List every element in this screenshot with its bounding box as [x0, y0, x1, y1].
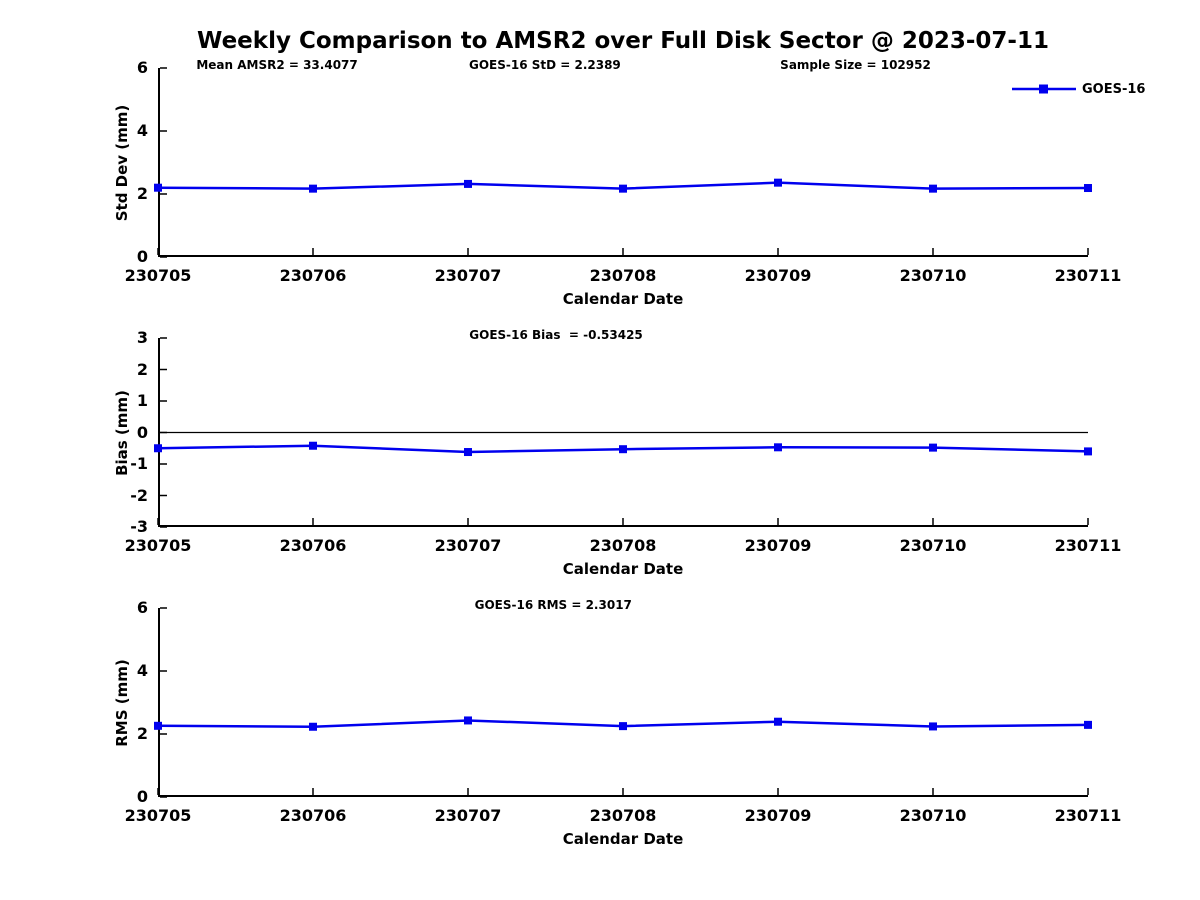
- data-point-marker: [464, 448, 472, 457]
- rms-y-tick-labels: 0 2 4 6: [98, 598, 148, 806]
- y-tick-label: 0: [136, 422, 148, 442]
- y-tick-label: 1: [136, 391, 148, 410]
- y-tick-label: 6: [136, 598, 148, 617]
- data-point-marker: [774, 443, 782, 452]
- x-tick-label: 230706: [279, 536, 347, 555]
- x-tick-label: 230710: [899, 536, 967, 555]
- annotation-goes16-bias: GOES-16 Bias = -0.53425: [469, 328, 643, 342]
- data-point-marker: [774, 178, 782, 187]
- data-point-marker: [154, 444, 162, 453]
- rms-x-axis-label: Calendar Date: [562, 830, 684, 848]
- std-dev-y-tick-labels: 0 2 4 6: [98, 58, 148, 266]
- x-tick-label: 230707: [434, 266, 502, 285]
- data-point-marker: [1084, 184, 1092, 193]
- data-point-marker: [619, 722, 627, 731]
- data-point-marker: [619, 445, 627, 454]
- figure-title: Weekly Comparison to AMSR2 over Full Dis…: [197, 28, 1049, 54]
- data-point-marker: [619, 184, 627, 193]
- x-tick-label: 230709: [744, 806, 812, 825]
- subplot-bias: Bias (mm) 3 2 1 0 -1 -2 -3 230705 230706 230707 2…: [113, 328, 1121, 578]
- y-tick-label: 6: [136, 58, 148, 77]
- bias-y-tick-labels: 3 2 1 0 -1 -2 -3: [98, 328, 148, 536]
- legend-line-marker-icon: [1012, 84, 1076, 94]
- legend: GOES-16: [1012, 80, 1145, 98]
- y-tick-label: 0: [136, 247, 148, 266]
- x-tick-label: 230706: [279, 266, 347, 285]
- bias-x-tick-labels: 230705 230706 230707 230708 230709 230710 2307…: [125, 536, 1122, 556]
- data-point-marker: [309, 441, 317, 450]
- data-point-marker: [774, 717, 782, 726]
- y-tick-label: 0: [136, 787, 148, 806]
- y-tick-label: -1: [130, 454, 148, 473]
- data-point-marker: [929, 184, 937, 193]
- x-tick-label: 230709: [744, 536, 812, 555]
- y-tick-label: 2: [136, 184, 148, 203]
- x-tick-label: 230711: [1054, 536, 1122, 555]
- data-point-marker: [309, 184, 317, 193]
- data-point-marker: [154, 183, 162, 192]
- annotation-goes16-rms: GOES-16 RMS = 2.3017: [474, 598, 632, 612]
- rms-plot-canvas: [154, 607, 1092, 798]
- data-point-marker: [154, 721, 162, 730]
- x-tick-label: 230711: [1054, 266, 1122, 285]
- x-tick-label: 230707: [434, 536, 502, 555]
- annotation-goes16-std: GOES-16 StD = 2.2389: [468, 58, 621, 72]
- x-tick-label: 230708: [589, 266, 657, 285]
- data-point-marker: [929, 722, 937, 731]
- x-tick-label: 230708: [589, 536, 657, 555]
- std-dev-x-tick-labels: 230705 230706 230707 230708 230709 230710 2307…: [125, 266, 1122, 286]
- x-tick-label: 230707: [434, 806, 502, 825]
- y-tick-label: 4: [136, 661, 148, 680]
- x-tick-label: 230705: [124, 806, 192, 825]
- y-tick-label: -3: [130, 517, 148, 536]
- data-point-marker: [1084, 447, 1092, 456]
- data-point-marker: [1084, 720, 1092, 729]
- y-tick-label: -2: [130, 485, 148, 505]
- y-tick-label: 3: [136, 328, 148, 347]
- x-tick-label: 230705: [124, 266, 192, 285]
- y-tick-label: 2: [136, 359, 148, 379]
- x-tick-label: 230705: [124, 536, 192, 555]
- x-tick-label: 230708: [589, 806, 657, 825]
- std-dev-x-axis-label: Calendar Date: [562, 290, 684, 308]
- x-tick-label: 230711: [1054, 806, 1122, 825]
- bias-plot-canvas: [154, 337, 1092, 528]
- x-tick-label: 230706: [279, 806, 347, 825]
- y-tick-label: 4: [136, 121, 148, 140]
- x-tick-label: 230710: [899, 266, 967, 285]
- data-point-marker: [464, 716, 472, 725]
- legend-label: GOES-16: [1082, 81, 1146, 97]
- y-tick-label: 2: [136, 724, 148, 743]
- x-tick-label: 230709: [744, 266, 812, 285]
- rms-x-tick-labels: 230705 230706 230707 230708 230709 230710 2307…: [125, 806, 1122, 826]
- annotation-sample-size: Sample Size = 102952: [780, 58, 931, 72]
- x-tick-label: 230710: [899, 806, 967, 825]
- annotation-mean-amsr2: Mean AMSR2 = 33.4077: [196, 58, 358, 72]
- data-point-marker: [309, 722, 317, 731]
- std-dev-plot-canvas: [154, 67, 1092, 258]
- data-point-marker: [929, 443, 937, 452]
- bias-x-axis-label: Calendar Date: [562, 560, 684, 578]
- data-point-marker: [464, 179, 472, 188]
